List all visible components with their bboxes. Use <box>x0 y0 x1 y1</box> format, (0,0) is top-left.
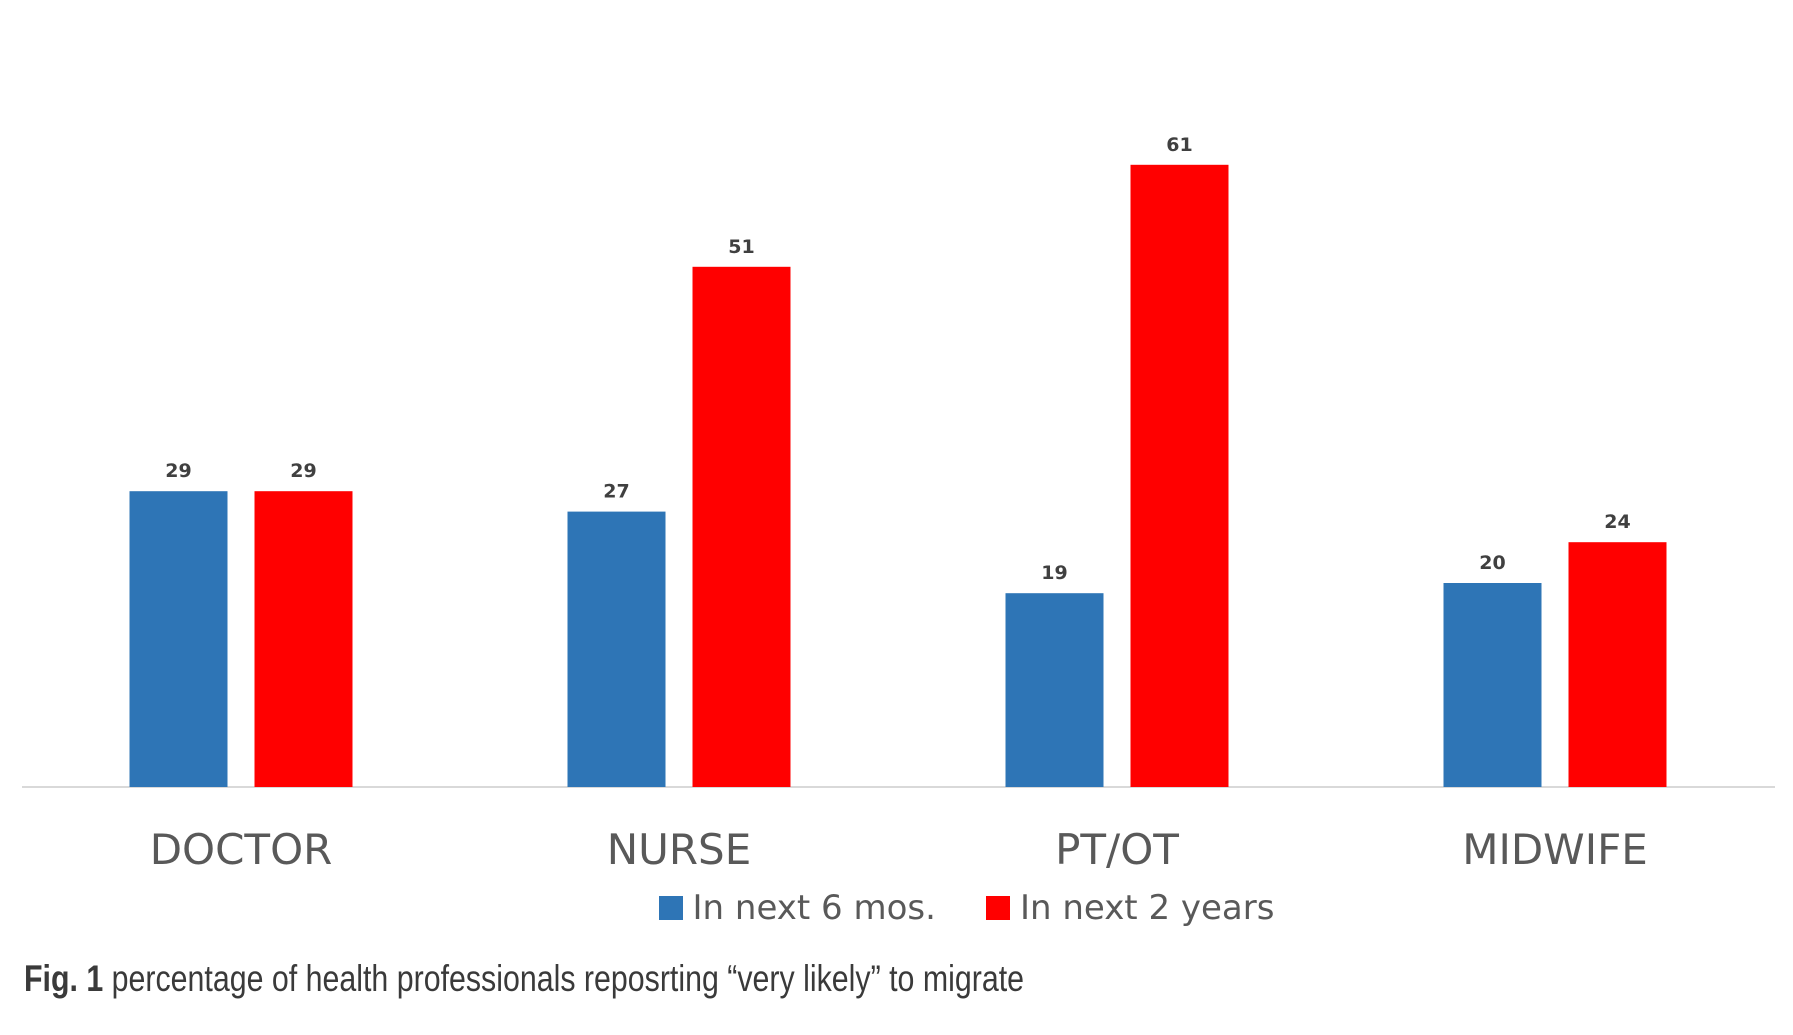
bar-midwife-series-2 <box>1568 542 1667 787</box>
caption-label: Fig. 1 <box>24 958 104 999</box>
bar-pt-ot-series-2 <box>1130 164 1229 788</box>
data-label-pt-ot-series-2: 61 <box>1166 134 1192 156</box>
data-label-midwife-series-2: 24 <box>1604 511 1630 533</box>
legend-swatch-series-2 <box>985 896 1010 920</box>
bar-midwife-series-1 <box>1443 583 1542 787</box>
chart-plot: 29 29 DOCTOR 27 51 NURSE 19 61 PT/OT 20 24 MIDWIFE <box>22 134 1775 874</box>
bar-nurse-series-1 <box>567 511 666 787</box>
data-label-nurse-series-1: 27 <box>603 481 629 503</box>
data-label-doctor-series-1: 29 <box>165 460 191 482</box>
bar-pt-ot-series-1 <box>1005 593 1104 787</box>
x-tick-label-midwife: MIDWIFE <box>1462 825 1648 874</box>
x-tick-label-doctor: DOCTOR <box>150 825 333 874</box>
bar-doctor-series-2 <box>254 491 353 787</box>
bar-doctor-series-1 <box>129 491 228 787</box>
bar-nurse-series-2 <box>692 266 791 787</box>
x-tick-label-nurse: NURSE <box>607 825 752 874</box>
figure-caption: Fig. 1 percentage of health professional… <box>24 958 1024 1000</box>
data-label-nurse-series-2: 51 <box>728 236 754 258</box>
legend-item-series-1: In next 6 mos. <box>658 888 936 928</box>
legend-item-series-2: In next 2 years <box>985 888 1275 928</box>
chart-legend: In next 6 mos. In next 2 years <box>0 888 1793 928</box>
data-label-pt-ot-series-1: 19 <box>1041 562 1067 584</box>
legend-label-series-1: In next 6 mos. <box>692 888 936 928</box>
legend-swatch-series-1 <box>658 896 683 920</box>
caption-text: percentage of health professionals repos… <box>111 958 1025 999</box>
data-label-doctor-series-2: 29 <box>290 460 316 482</box>
data-label-midwife-series-1: 20 <box>1479 552 1505 574</box>
legend-label-series-2: In next 2 years <box>1019 888 1275 928</box>
x-tick-label-pt-ot: PT/OT <box>1055 825 1179 874</box>
